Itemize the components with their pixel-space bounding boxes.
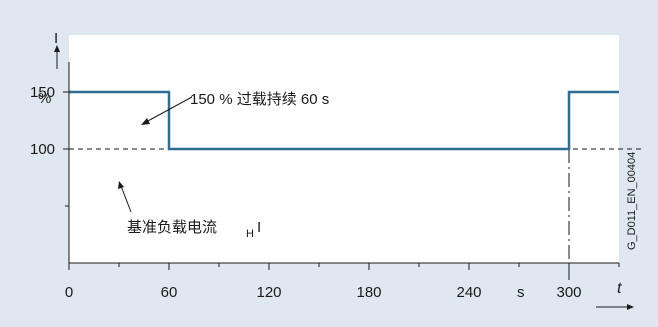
x-axis-label: t xyxy=(617,280,622,297)
overload-annotation: 150 % 过载持续 60 s xyxy=(190,91,329,108)
series-line xyxy=(69,90,619,151)
x-tick-label: 60 xyxy=(161,284,178,301)
x-minor-ticks xyxy=(118,263,620,267)
base-load-subscript: H xyxy=(246,228,254,240)
base-load-pointer-arrow-icon xyxy=(118,181,132,213)
overload-pointer-arrow-icon xyxy=(141,96,193,125)
x-ticks: 0 60 120 180 240 300 xyxy=(65,263,582,301)
x-tick-label: 300 xyxy=(556,284,581,301)
x-tick-label: 120 xyxy=(256,284,281,301)
x-tick-label: 0 xyxy=(65,284,73,301)
base-load-symbol: I xyxy=(257,219,261,236)
x-tick-label: 180 xyxy=(356,284,381,301)
x-axis-unit: s xyxy=(517,284,525,301)
y-ticks: 100 150 xyxy=(30,84,69,158)
y-tick-label: 150 xyxy=(30,84,55,101)
x-tick-label: 240 xyxy=(456,284,481,301)
x-axis-arrow-icon xyxy=(596,304,634,310)
y-axis-arrow-icon xyxy=(54,45,60,69)
base-load-annotation: 基准负载电流 xyxy=(127,219,217,236)
y-axis-unit: % xyxy=(38,90,51,107)
y-axis-label: I xyxy=(54,30,58,47)
side-label: G_D011_EN_00404 xyxy=(626,152,638,250)
y-tick-label: 100 xyxy=(30,141,55,158)
